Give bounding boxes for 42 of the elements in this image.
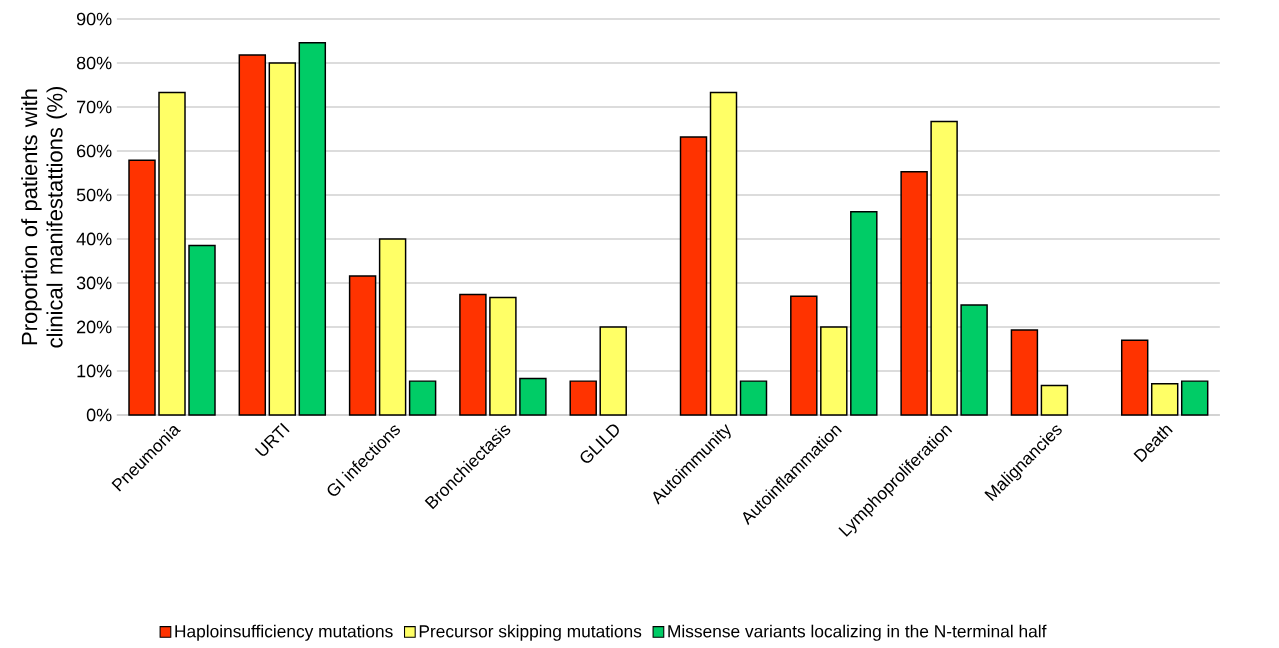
bar xyxy=(489,296,517,416)
y-tick-label: 80% xyxy=(76,56,112,70)
bar xyxy=(790,295,818,416)
bar xyxy=(709,91,738,416)
bar xyxy=(960,304,988,416)
bar xyxy=(408,380,437,416)
bar xyxy=(599,326,627,416)
bar xyxy=(1150,383,1179,416)
y-tick-label: 20% xyxy=(77,320,112,334)
bar xyxy=(298,42,327,416)
bar xyxy=(1040,384,1069,416)
legend-label: Haploinsufficiency mutations xyxy=(175,624,393,641)
y-axis-title: Proportion of patients with clinical manifestattions (%) xyxy=(21,86,67,348)
bar xyxy=(930,120,958,416)
bar xyxy=(268,62,297,416)
bar xyxy=(158,91,186,416)
bar xyxy=(569,380,597,416)
bar xyxy=(1010,329,1039,416)
bar xyxy=(348,275,377,416)
bar xyxy=(679,136,708,416)
bar xyxy=(739,380,768,416)
bar xyxy=(378,238,407,416)
y-tick-label: 90% xyxy=(76,12,112,26)
bar xyxy=(188,244,216,416)
y-tick-label: 40% xyxy=(76,232,112,246)
y-tick-label: 60% xyxy=(77,144,112,158)
y-tick-label: 70% xyxy=(77,100,112,114)
y-tick-label: 0% xyxy=(86,408,112,422)
bar xyxy=(820,326,848,416)
y-tick-label: 30% xyxy=(76,276,112,290)
legend-label: Missense variants localizing in the N-terminal half xyxy=(668,624,1047,641)
bar xyxy=(519,377,547,416)
y-tick-label: 50% xyxy=(76,188,112,202)
bar xyxy=(900,170,928,416)
bar xyxy=(459,293,487,416)
y-tick-label: 10% xyxy=(77,364,112,378)
bar xyxy=(1180,380,1209,416)
bar xyxy=(128,159,156,416)
bar xyxy=(850,210,878,416)
bar xyxy=(238,54,267,416)
legend-label: Precursor skipping mutations xyxy=(419,624,642,641)
bar xyxy=(1120,339,1149,416)
